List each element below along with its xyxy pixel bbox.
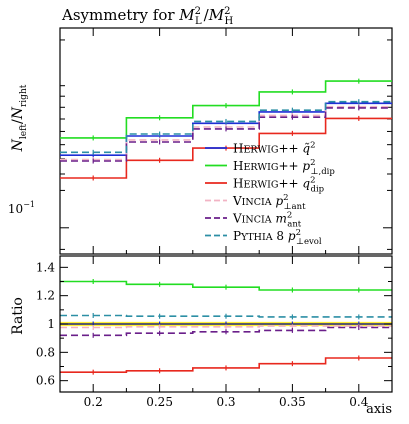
ratio-x-tick-label: 0.35 [279, 395, 306, 409]
ratio-y-tick-label: 1 [47, 317, 55, 331]
main-panel [59, 27, 393, 255]
main-y-axis-label: Nleft/Nright [10, 84, 29, 152]
ratio-x-tick-label: 0.4 [349, 395, 368, 409]
ratio-x-tick-label: 0.2 [84, 395, 103, 409]
legend-label-herwig_q2dip: HERWIG++ q2 dip [233, 176, 325, 195]
legend-label-herwig_pt2dip: HERWIG++ p2 ⊥,dip [233, 158, 335, 177]
chart-title: Asymmetry for M2 L/M2 H [61, 6, 233, 27]
legend-label-pythia8_pt2evol: PYTHIA 8 p2 ⊥evol [233, 228, 322, 247]
ratio-y-axis-label: Ratio [10, 297, 26, 335]
x-axis-label: axis [366, 402, 392, 417]
legend-label-vincia_pt2ant: VINCIA p2 ⊥ant [232, 193, 306, 212]
legend-label-herwig_q2: HERWIG++ q̃2 [233, 141, 316, 156]
main-frame [59, 27, 393, 255]
ratio-line-herwig_pt2dip [60, 280, 392, 291]
ratio-x-tick-label: 0.3 [216, 395, 235, 409]
legend-label-vincia_m2ant: VINCIA m2 ant [232, 211, 302, 230]
ratio-panel: 0.6 0.8 1 1.2 1.4 0.2 0.25 0.3 0.35 0.4 [36, 255, 393, 409]
ratio-y-tick-label: 1.4 [36, 260, 55, 274]
ratio-y-tick-label: 1.2 [36, 289, 55, 303]
ratio-y-tick-label: 0.6 [36, 374, 55, 388]
ratio-x-tick-label: 0.25 [146, 395, 173, 409]
ratio-y-tick-label: 0.8 [36, 345, 55, 359]
main-y-tick-label: 10−1 [8, 200, 35, 216]
main-line-pythia8_pt2evol [60, 100, 392, 154]
